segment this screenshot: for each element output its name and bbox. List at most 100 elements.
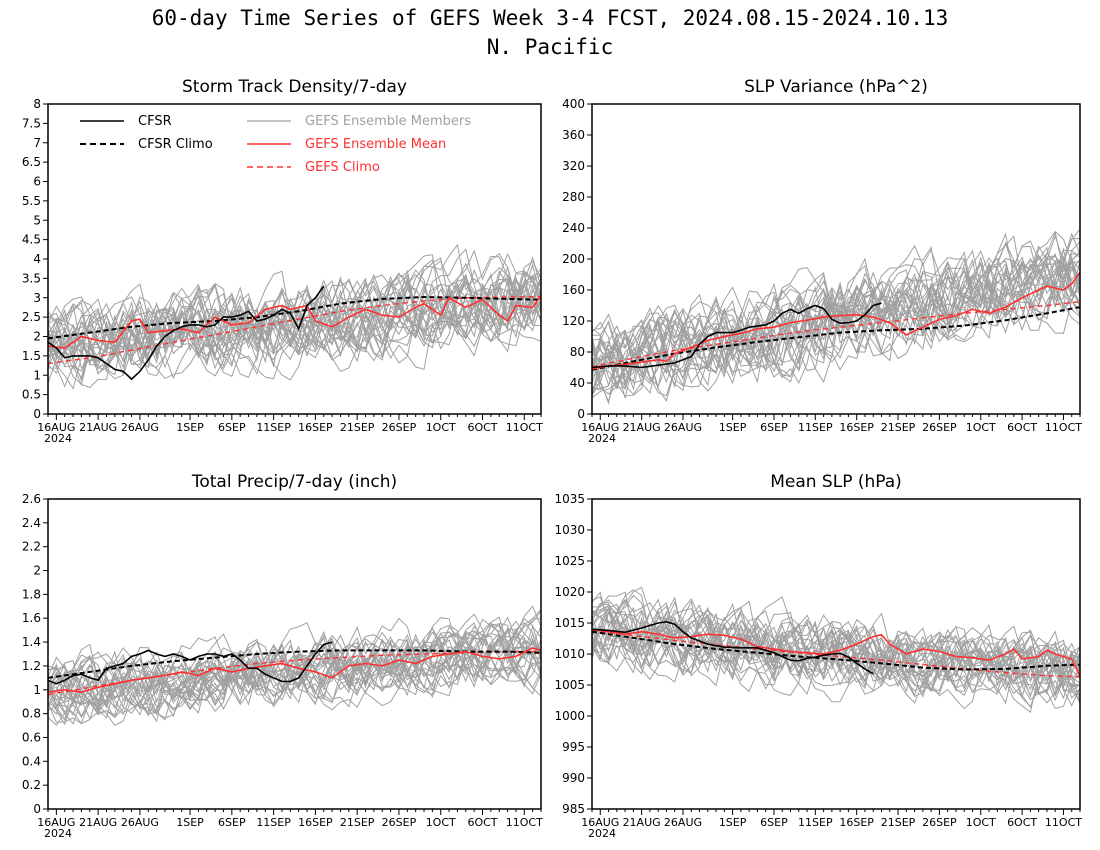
x-tick-label: 6SEP bbox=[760, 816, 788, 829]
x-tick-label: 26AUG bbox=[664, 421, 702, 434]
x-tick-label: 1OCT bbox=[426, 421, 456, 434]
gefs-member-line bbox=[592, 617, 1080, 707]
x-tick-label: 6OCT bbox=[1007, 816, 1037, 829]
gefs-climo-line bbox=[592, 300, 1080, 368]
y-tick-label: 1035 bbox=[554, 492, 585, 506]
x-tick-label: 6SEP bbox=[760, 421, 788, 434]
gefs-member-line bbox=[592, 603, 1080, 693]
x-tick-label: 11OCT bbox=[506, 816, 543, 829]
y-tick-label: 0 bbox=[33, 407, 41, 421]
y-tick-label: 1.2 bbox=[22, 659, 41, 673]
plot-frame bbox=[47, 103, 542, 415]
y-tick-label: 1 bbox=[33, 683, 41, 697]
panel-title: Mean SLP (hPa) bbox=[770, 472, 902, 492]
y-tick-label: 0 bbox=[33, 802, 41, 816]
gefs-member-line bbox=[592, 256, 1080, 396]
cfsr-line bbox=[592, 302, 882, 369]
plot-area bbox=[48, 605, 541, 727]
gefs-member-line bbox=[592, 264, 1080, 395]
y-tick-label: 1020 bbox=[554, 585, 585, 599]
chart-panel-1: Storm Track Density/7-day 0 0.5 1 1.5 2 2.5 3 3.… bbox=[22, 77, 543, 445]
legend-label-gefs-members: GEFS Ensemble Members bbox=[305, 114, 471, 129]
y-tick-label: 6 bbox=[33, 175, 41, 189]
y-tick-label: 2.6 bbox=[22, 492, 41, 506]
x-tick-label: 26AUG bbox=[664, 816, 702, 829]
x-tick-label: 26SEP bbox=[382, 816, 417, 829]
y-tick-label: 5 bbox=[33, 213, 41, 227]
y-tick-label: 5.5 bbox=[22, 194, 41, 208]
y-tick-label: 1005 bbox=[554, 678, 585, 692]
y-tick-label: 80 bbox=[570, 345, 585, 359]
gefs-member-line bbox=[48, 274, 541, 370]
x-tick-label: 16AUG bbox=[37, 421, 75, 434]
y-tick-label: 7 bbox=[33, 136, 41, 150]
gefs-member-line bbox=[592, 612, 1080, 698]
x-tick-label: 11SEP bbox=[256, 421, 291, 434]
y-tick-label: 1.8 bbox=[22, 587, 41, 601]
x-tick-label: 16AUG bbox=[581, 816, 619, 829]
gefs-member-line bbox=[592, 591, 1080, 694]
y-tick-label: 0.6 bbox=[22, 730, 41, 744]
y-tick-label: 6.5 bbox=[22, 155, 41, 169]
x-tick-label: 6SEP bbox=[218, 421, 246, 434]
gefs-member-line bbox=[592, 612, 1080, 692]
y-tick-label: 40 bbox=[570, 376, 585, 390]
y-tick-label: 995 bbox=[562, 740, 585, 754]
x-tick-label: 26SEP bbox=[922, 421, 957, 434]
gefs-member-line bbox=[48, 248, 541, 367]
plot-frame bbox=[47, 498, 542, 810]
x-tick-label: 16SEP bbox=[298, 816, 333, 829]
y-tick-label: 160 bbox=[562, 283, 585, 297]
x-tick-label: 11SEP bbox=[256, 816, 291, 829]
gefs-member-line bbox=[48, 275, 541, 382]
cfsr-line bbox=[48, 641, 333, 685]
x-tick-label: 26AUG bbox=[121, 421, 159, 434]
gefs-member-line bbox=[48, 627, 541, 713]
y-tick-label: 1010 bbox=[554, 647, 585, 661]
x-tick-label: 16SEP bbox=[298, 421, 333, 434]
gefs-member-line bbox=[48, 277, 541, 384]
x-tick-label: 26SEP bbox=[382, 421, 417, 434]
x-tick-label: 21SEP bbox=[881, 421, 916, 434]
y-tick-label: 1030 bbox=[554, 523, 585, 537]
y-tick-label: 2.5 bbox=[22, 310, 41, 324]
x-tick-label: 26AUG bbox=[121, 816, 159, 829]
y-tick-label: 8 bbox=[33, 97, 41, 111]
x-tick-label: 16SEP bbox=[839, 421, 874, 434]
gefs-member-line bbox=[48, 249, 541, 358]
y-tick-label: 990 bbox=[562, 771, 585, 785]
x-tick-label: 21AUG bbox=[79, 816, 117, 829]
gefs-member-line bbox=[592, 260, 1080, 390]
y-tick-label: 4 bbox=[33, 252, 41, 266]
legend-label-cfsr: CFSR bbox=[138, 114, 172, 129]
cfsr-line bbox=[592, 620, 874, 675]
plot-area bbox=[48, 243, 541, 390]
panel-title: SLP Variance (hPa^2) bbox=[744, 77, 928, 97]
y-tick-label: 7.5 bbox=[22, 116, 41, 130]
y-tick-label: 1 bbox=[33, 368, 41, 382]
plot-area bbox=[592, 228, 1080, 405]
x-tick-label: 21AUG bbox=[623, 816, 661, 829]
gefs-member-line bbox=[48, 293, 541, 381]
y-tick-label: 2 bbox=[33, 330, 41, 344]
x-tick-label: 6SEP bbox=[218, 816, 246, 829]
x-tick-label: 21SEP bbox=[340, 816, 375, 829]
cfsr-climo-line bbox=[48, 295, 541, 340]
y-tick-label: 1.5 bbox=[22, 349, 41, 363]
x-tick-label: 1SEP bbox=[719, 421, 747, 434]
chart-title-line-1: 60-day Time Series of GEFS Week 3-4 FCST… bbox=[151, 6, 949, 30]
legend-label-gefs-mean: GEFS Ensemble Mean bbox=[305, 137, 446, 152]
gefs-member-line bbox=[592, 608, 1080, 708]
chart-title-line-2: N. Pacific bbox=[486, 35, 614, 59]
y-tick-label: 2 bbox=[33, 564, 41, 578]
gefs-member-line bbox=[48, 608, 541, 719]
x-tick-label: 16SEP bbox=[839, 816, 874, 829]
legend-label-cfsr-climo: CFSR Climo bbox=[138, 137, 213, 152]
gefs-member-line bbox=[48, 631, 541, 721]
x-tick-label: 11SEP bbox=[798, 816, 833, 829]
x-tick-label: 6OCT bbox=[1007, 421, 1037, 434]
y-tick-label: 0.8 bbox=[22, 707, 41, 721]
y-tick-label: 1025 bbox=[554, 554, 585, 568]
gefs-member-line bbox=[592, 622, 1080, 709]
x-tick-label: 1SEP bbox=[719, 816, 747, 829]
